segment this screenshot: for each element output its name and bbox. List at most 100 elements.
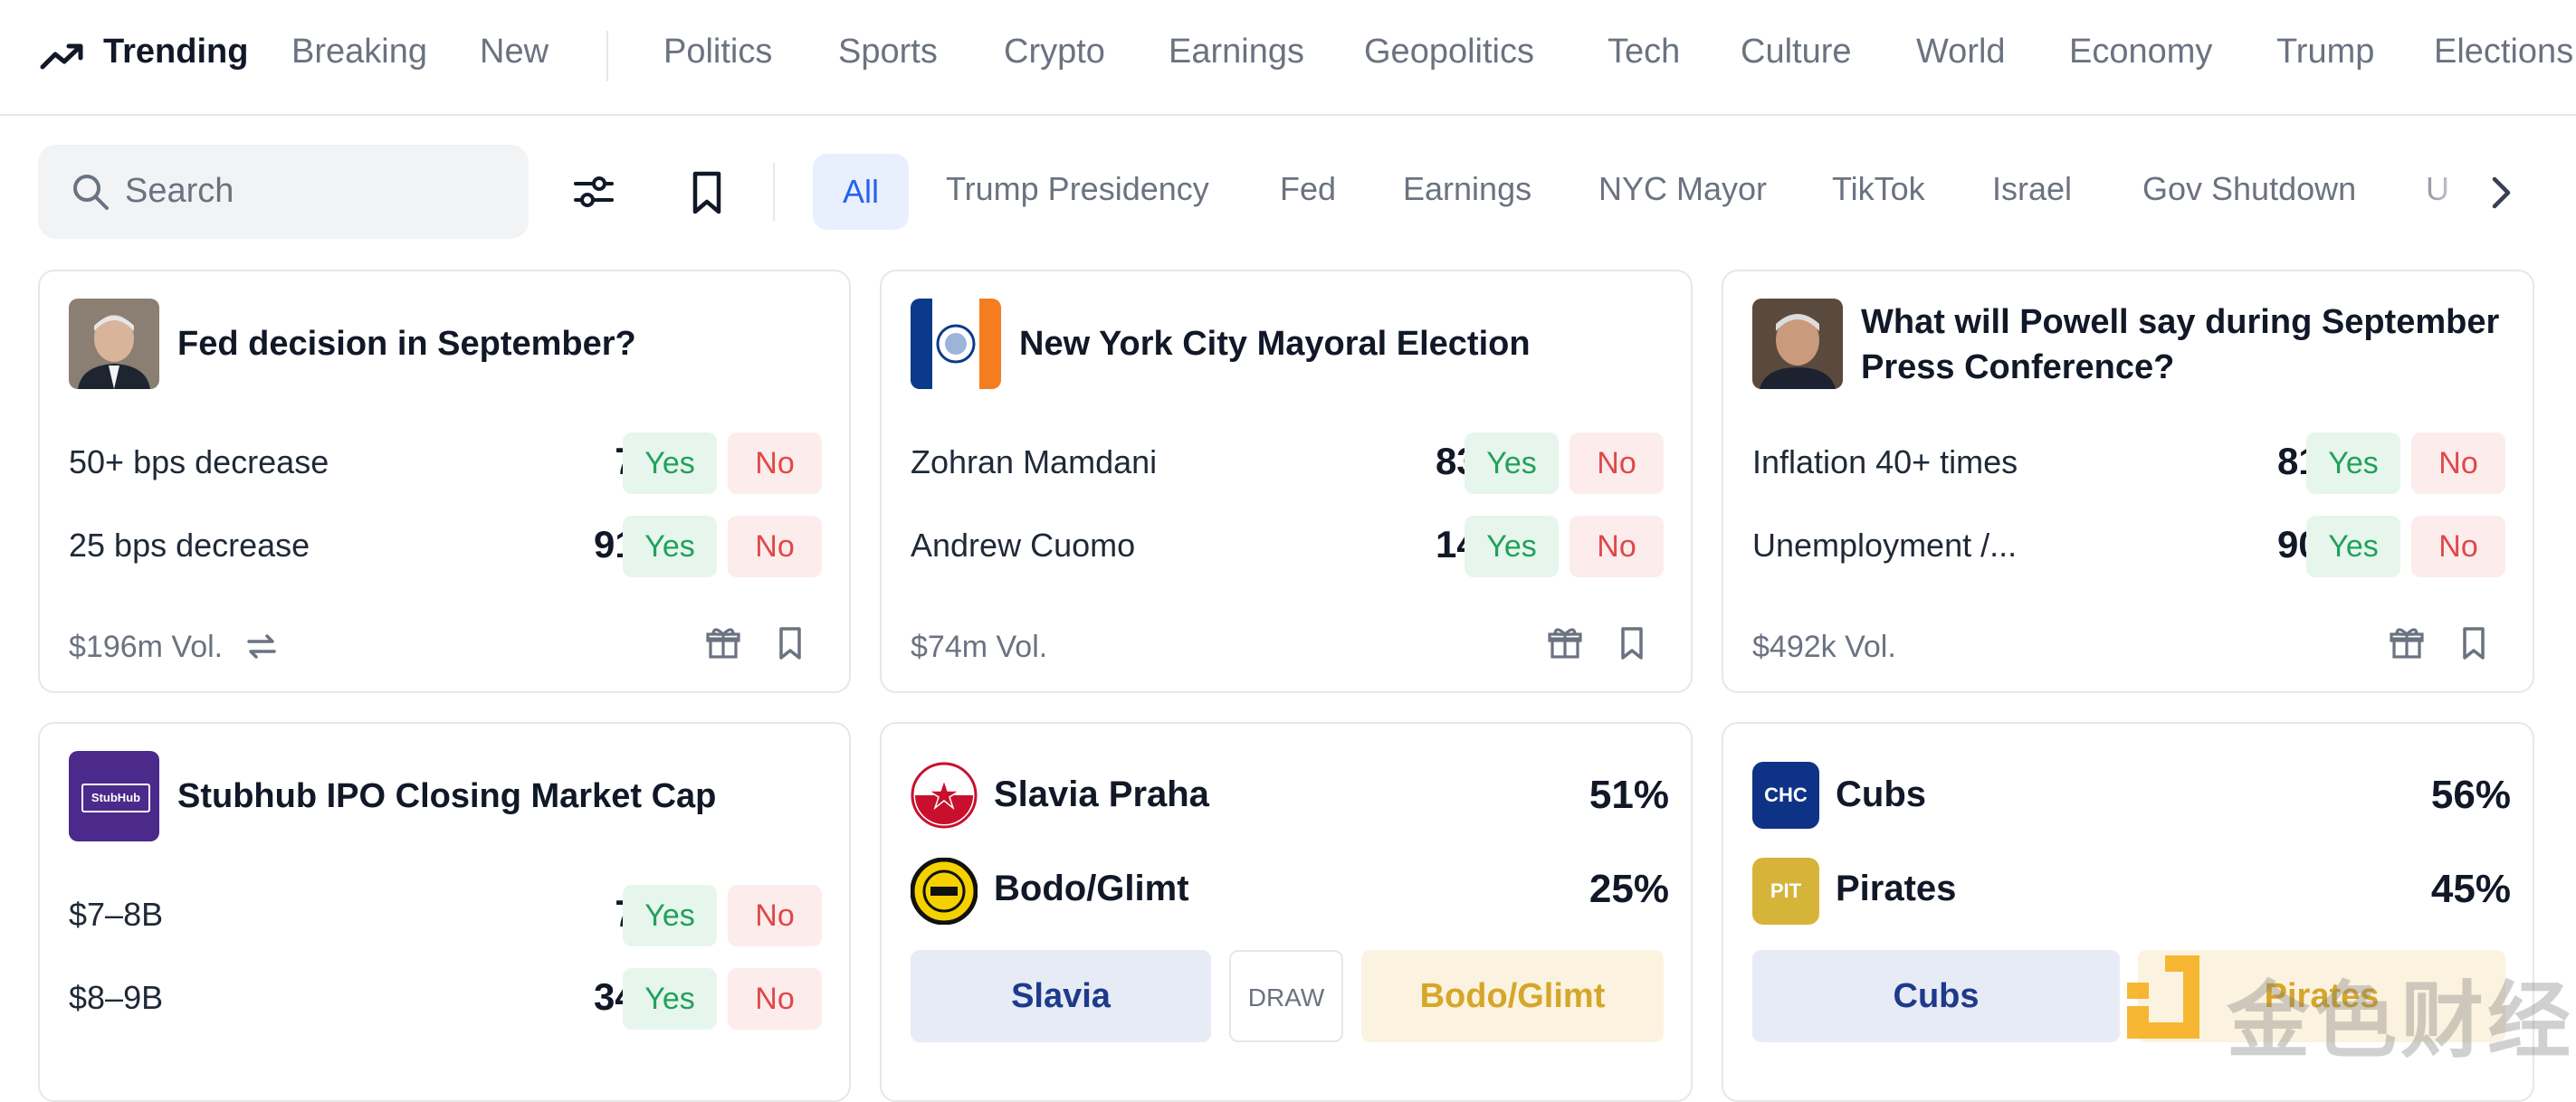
yes-button[interactable]: Yes: [623, 516, 717, 577]
yes-button[interactable]: Yes: [623, 885, 717, 946]
outcome-label: Andrew Cuomo: [911, 527, 1136, 564]
card-title-line-2[interactable]: Press Conference?: [1861, 348, 2175, 386]
card-title[interactable]: New York City Mayoral Election: [1019, 325, 1531, 363]
chip-israel[interactable]: Israel: [1992, 170, 2073, 207]
trending-icon: [40, 43, 83, 70]
chip-trump-presidency[interactable]: Trump Presidency: [946, 170, 1209, 207]
yes-button[interactable]: Yes: [1465, 432, 1559, 494]
nav-world[interactable]: World: [1916, 33, 2006, 71]
chip-gov-shutdown[interactable]: Gov Shutdown: [2142, 170, 2357, 207]
gift-icon[interactable]: [1546, 624, 1584, 662]
outcome-label: $7–8B: [69, 896, 164, 933]
watermark: 金色财经: [2109, 941, 2571, 1068]
nav-culture[interactable]: Culture: [1741, 33, 1852, 71]
chip-fade: [2408, 136, 2498, 244]
outcome-label: Unemployment /...: [1752, 527, 2018, 564]
search-input[interactable]: Search: [38, 145, 529, 239]
outcome-label: 25 bps decrease: [69, 527, 310, 564]
cubs-win-button[interactable]: Cubs: [1752, 950, 2120, 1042]
outcome-label: $8–9B: [69, 979, 164, 1016]
chip-nyc-mayor[interactable]: NYC Mayor: [1598, 170, 1768, 207]
bookmark-icon[interactable]: [771, 624, 809, 662]
card-title[interactable]: Fed decision in September?: [177, 325, 636, 363]
bodo-glimt-win-button[interactable]: Bodo/Glimt: [1361, 950, 1664, 1042]
team-name: Cubs: [1836, 774, 1926, 814]
yes-button[interactable]: Yes: [1465, 516, 1559, 577]
outcome-label: Zohran Mamdani: [911, 443, 1158, 480]
avatar-powell: [1752, 299, 1843, 389]
outcome-label: 50+ bps decrease: [69, 443, 329, 480]
market-card-stubhub[interactable]: StubHub Stubhub IPO Closing Market Cap $…: [38, 722, 851, 1102]
avatar-powell: [69, 299, 159, 389]
nav-divider: [606, 31, 608, 81]
nav-new[interactable]: New: [480, 33, 549, 71]
search-placeholder: Search: [125, 172, 234, 210]
gift-icon[interactable]: [704, 624, 742, 662]
gift-icon[interactable]: [2388, 624, 2426, 662]
filter-divider: [773, 163, 775, 221]
volume-text: $74m Vol.: [911, 630, 1048, 664]
chevron-right-icon[interactable]: [2480, 172, 2522, 214]
recurring-icon: [247, 634, 276, 659]
card-title-line-1[interactable]: What will Powell say during September: [1861, 303, 2500, 341]
no-button[interactable]: No: [728, 968, 822, 1030]
nav-politics[interactable]: Politics: [663, 33, 773, 71]
cubs-logo: CHC: [1752, 762, 1819, 829]
chip-earnings[interactable]: Earnings: [1403, 170, 1532, 207]
no-button[interactable]: No: [728, 432, 822, 494]
watermark-logo-icon: [2127, 955, 2199, 1039]
team-percent: 45%: [2430, 867, 2511, 911]
bookmark-icon[interactable]: [1613, 624, 1651, 662]
no-button[interactable]: No: [2411, 432, 2505, 494]
nav-trump[interactable]: Trump: [2276, 33, 2375, 71]
team-name: Bodo/Glimt: [994, 869, 1189, 908]
pirates-logo: PIT: [1752, 858, 1819, 925]
volume-text: $492k Vol.: [1752, 630, 1896, 664]
draw-button[interactable]: DRAW: [1229, 950, 1343, 1042]
no-button[interactable]: No: [1569, 516, 1664, 577]
nav-crypto[interactable]: Crypto: [1004, 33, 1105, 71]
slavia-win-button[interactable]: Slavia: [911, 950, 1211, 1042]
nav-trending[interactable]: Trending: [103, 33, 249, 71]
nyc-flag-image: [911, 299, 1001, 389]
no-button[interactable]: No: [2411, 516, 2505, 577]
market-card-powell[interactable]: What will Powell say during September Pr…: [1722, 270, 2534, 693]
chip-all[interactable]: All: [813, 154, 909, 230]
search-icon: [73, 175, 109, 210]
stubhub-logo: StubHub: [69, 751, 159, 841]
bodo-glimt-crest-icon: [911, 858, 978, 925]
chip-tiktok[interactable]: TikTok: [1832, 170, 1925, 207]
watermark-text: 金色财经: [2227, 975, 2575, 1068]
nav-elections[interactable]: Elections: [2434, 33, 2574, 71]
nav-sports[interactable]: Sports: [838, 33, 938, 71]
market-card-fed[interactable]: Fed decision in September? 50+ bps decre…: [38, 270, 851, 693]
no-button[interactable]: No: [728, 885, 822, 946]
team-percent: 56%: [2430, 773, 2511, 817]
nav-breaking[interactable]: Breaking: [291, 33, 427, 71]
yes-button[interactable]: Yes: [2306, 432, 2400, 494]
stubhub-logo-text: StubHub: [81, 784, 150, 812]
filter-sliders-icon[interactable]: [561, 159, 626, 224]
bookmark-filter-icon[interactable]: [674, 159, 739, 224]
yes-button[interactable]: Yes: [2306, 516, 2400, 577]
card-title[interactable]: Stubhub IPO Closing Market Cap: [177, 777, 717, 815]
nav-geopolitics[interactable]: Geopolitics: [1364, 33, 1534, 71]
market-card-slavia[interactable]: Slavia Praha 51% Bodo/Glimt 25% Slavia D…: [880, 722, 1693, 1102]
nav-tech[interactable]: Tech: [1608, 33, 1681, 71]
nav-economy[interactable]: Economy: [2069, 33, 2213, 71]
volume-text: $196m Vol.: [69, 630, 224, 664]
yes-button[interactable]: Yes: [623, 968, 717, 1030]
top-nav: Trending Breaking New Politics Sports Cr…: [0, 0, 2576, 116]
bookmark-icon[interactable]: [2455, 624, 2493, 662]
no-button[interactable]: No: [1569, 432, 1664, 494]
team-name: Pirates: [1836, 869, 1957, 908]
nav-earnings[interactable]: Earnings: [1169, 33, 1304, 71]
yes-button[interactable]: Yes: [623, 432, 717, 494]
team-name: Slavia Praha: [994, 774, 1209, 814]
no-button[interactable]: No: [728, 516, 822, 577]
slavia-crest-icon: [911, 762, 978, 829]
chip-fed[interactable]: Fed: [1280, 170, 1337, 207]
team-percent: 51%: [1589, 773, 1669, 817]
market-card-nyc[interactable]: New York City Mayoral Election Zohran Ma…: [880, 270, 1693, 693]
outcome-label: Inflation 40+ times: [1752, 443, 2018, 480]
